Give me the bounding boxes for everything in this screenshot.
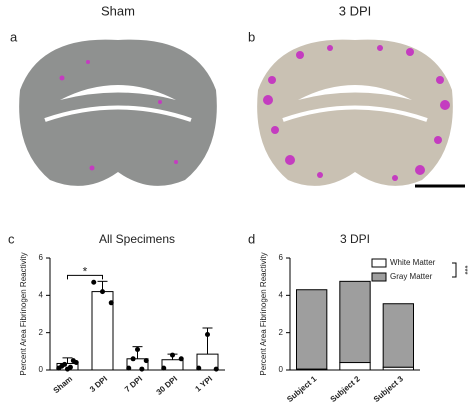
- data-point: [100, 289, 105, 295]
- significance-label: *: [83, 265, 88, 279]
- legend-label: White Matter: [390, 258, 436, 267]
- data-point: [178, 356, 184, 362]
- y-tick-label: 4: [39, 290, 44, 299]
- data-point: [170, 352, 175, 358]
- data-point: [135, 346, 140, 352]
- data-point: [126, 365, 132, 371]
- error-bar: [202, 327, 213, 355]
- legend-swatch: [371, 272, 387, 282]
- error-bar: [62, 357, 73, 364]
- legend-swatch: [371, 258, 387, 268]
- data-point: [205, 332, 210, 338]
- significance-bracket: [67, 274, 103, 280]
- x-tick-label: 1 YPI: [193, 374, 214, 393]
- data-point: [139, 366, 145, 372]
- legend-label: Gray Matter: [390, 272, 433, 281]
- panel-label: a: [10, 29, 18, 44]
- bar-segment: [339, 362, 371, 371]
- data-point: [62, 361, 68, 367]
- panel-label: c: [8, 231, 15, 246]
- x-tick-label: 7 DPI: [123, 374, 144, 394]
- x-tick-label: Subject 1: [285, 374, 318, 404]
- x-tick-label: 30 DPI: [155, 374, 180, 397]
- data-point: [108, 300, 114, 306]
- x-tick-label: 3 DPI: [88, 374, 109, 394]
- data-point: [143, 358, 149, 364]
- legend-bracket: [452, 262, 457, 278]
- y-axis-label: Percent Area Fibrinogen Reactivity: [19, 252, 28, 375]
- y-tick-label: 2: [39, 328, 44, 337]
- chart-title: 3 DPI: [340, 232, 370, 246]
- x-tick-label: Subject 3: [372, 374, 405, 404]
- data-point: [213, 366, 219, 372]
- bar-segment: [382, 303, 414, 368]
- x-tick-label: Subject 2: [329, 374, 362, 404]
- data-point: [161, 365, 167, 371]
- panel-label: b: [248, 29, 255, 44]
- data-point: [196, 365, 202, 371]
- chart-title: All Specimens: [99, 232, 175, 246]
- x-tick-label: Sham: [52, 374, 74, 395]
- y-tick-label: 6: [39, 253, 44, 262]
- bar-segment: [296, 289, 328, 370]
- y-tick-label: 0: [39, 365, 44, 374]
- data-point: [91, 279, 97, 285]
- y-tick-label: 6: [279, 253, 284, 262]
- brain-3dpi: [257, 39, 453, 186]
- y-tick-label: 2: [279, 328, 284, 337]
- panel-label: d: [248, 231, 255, 246]
- data-point: [73, 360, 79, 366]
- y-tick-label: 0: [279, 365, 284, 374]
- image-title: Sham: [101, 3, 135, 18]
- data-point: [130, 356, 136, 362]
- y-tick-label: 4: [279, 290, 284, 299]
- y-axis-label: Percent Area Fibrinogen Reactivity: [259, 252, 268, 375]
- data-point: [67, 364, 73, 370]
- brain-sham: [19, 39, 217, 186]
- significance-label: ***: [460, 265, 469, 274]
- image-title: 3 DPI: [339, 3, 372, 18]
- bar-segment: [339, 280, 371, 364]
